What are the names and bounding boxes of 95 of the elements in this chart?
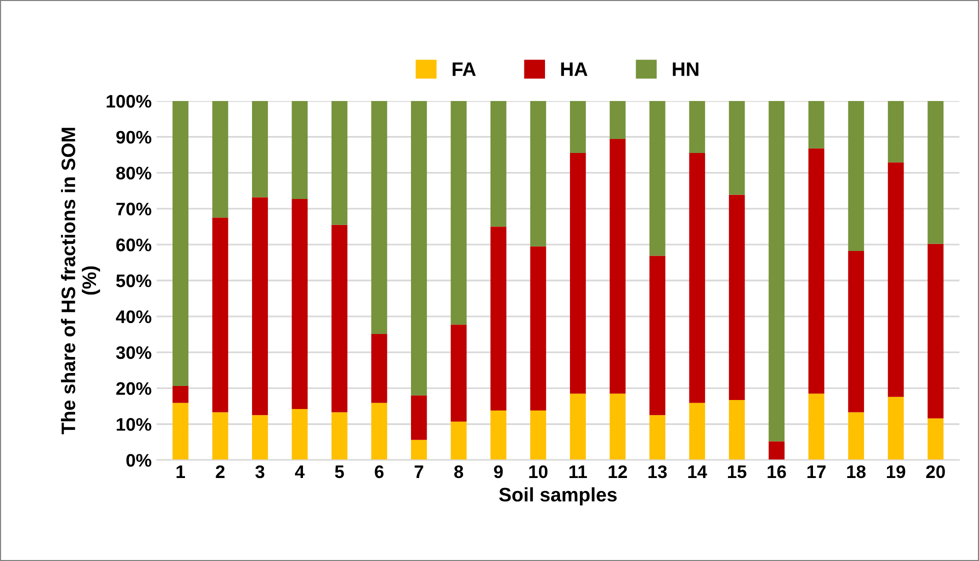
x-tick-label: 18 <box>847 465 866 478</box>
bar <box>212 412 228 460</box>
bar <box>172 100 188 386</box>
bar <box>252 100 268 198</box>
bar <box>172 402 188 460</box>
y-tick-label: 90% <box>116 130 152 144</box>
x-tick-label: 12 <box>608 465 627 478</box>
y-tick-label: 0% <box>126 454 152 467</box>
bar <box>848 412 864 460</box>
bar <box>530 246 546 410</box>
bar <box>212 100 228 218</box>
bar <box>490 410 506 460</box>
bar <box>292 409 308 460</box>
bar <box>570 394 586 460</box>
x-tick-label: 11 <box>569 466 587 478</box>
x-tick-label: 2 <box>216 465 225 478</box>
bar <box>610 394 626 460</box>
x-tick-label: 15 <box>728 466 746 478</box>
x-tick-label: 9 <box>494 465 503 478</box>
y-tick-label: 10% <box>116 418 152 431</box>
x-tick-label: 14 <box>688 466 708 478</box>
y-tick-label: 100% <box>106 94 152 108</box>
bar <box>728 100 745 195</box>
bar <box>928 418 944 460</box>
bar <box>610 100 626 140</box>
bar <box>212 218 228 412</box>
bar <box>689 153 706 403</box>
x-tick-label: 10 <box>529 465 548 478</box>
x-tick-label: 19 <box>886 465 906 478</box>
bar <box>928 244 944 418</box>
bar <box>292 199 308 410</box>
x-tick-label: 16 <box>768 465 786 478</box>
y-tick-label: 40% <box>116 310 152 324</box>
bar <box>808 100 824 148</box>
legend-label: HN <box>672 62 698 76</box>
bar <box>570 100 586 154</box>
bar <box>371 402 388 460</box>
y-tick-label: 50% <box>116 274 152 288</box>
x-tick-label: 4 <box>294 466 305 478</box>
x-tick-label: 8 <box>454 465 464 478</box>
bar <box>371 334 388 403</box>
y-tick-label: 30% <box>116 346 152 360</box>
bar <box>689 100 706 154</box>
bar <box>768 441 785 460</box>
bar <box>252 197 268 416</box>
bar <box>410 395 427 440</box>
y-tick-label: 60% <box>116 238 152 252</box>
x-tick-label: 5 <box>334 466 344 478</box>
bar <box>371 100 388 334</box>
bar <box>848 251 864 412</box>
bar <box>490 100 506 227</box>
x-axis-title: Soil samples <box>499 487 617 506</box>
x-tick-label: 13 <box>648 465 667 478</box>
bar <box>888 396 904 460</box>
y-tick-label: 80% <box>116 166 152 180</box>
x-tick-label: 3 <box>255 465 264 478</box>
bar <box>768 100 785 442</box>
x-tick-label: 7 <box>414 466 424 478</box>
bar <box>689 402 706 460</box>
bar <box>888 100 904 162</box>
y-tick-label: 20% <box>116 382 152 395</box>
bar <box>410 100 427 396</box>
bar <box>808 394 824 460</box>
x-tick-label: 20 <box>926 465 945 478</box>
bar <box>332 100 348 225</box>
bar <box>252 415 268 460</box>
bar <box>172 386 188 403</box>
legend-label: HA <box>561 62 588 76</box>
bar <box>888 162 904 397</box>
bar <box>928 100 944 244</box>
bar <box>332 412 348 460</box>
bar <box>808 148 824 394</box>
x-tick-label: 6 <box>374 465 384 478</box>
bar <box>728 194 745 400</box>
bar <box>649 415 666 460</box>
y-tick-label: 70% <box>116 202 152 216</box>
bar <box>649 256 666 416</box>
legend-label: FA <box>452 62 476 76</box>
bar <box>610 139 626 394</box>
bar <box>332 224 348 412</box>
bar <box>490 226 506 410</box>
bar <box>450 422 467 460</box>
bar <box>649 100 666 256</box>
bar <box>570 153 586 394</box>
bar <box>410 440 427 460</box>
y-axis-title: The share of HS fractions in SOM (%) <box>60 128 100 434</box>
bar <box>292 100 308 199</box>
bar <box>530 410 546 460</box>
bar <box>728 400 745 460</box>
bar <box>530 100 546 246</box>
x-tick-label: 17 <box>807 466 826 478</box>
x-tick-label: 1 <box>176 466 186 478</box>
bar <box>450 100 467 325</box>
bar <box>848 100 864 252</box>
bar <box>450 324 467 422</box>
